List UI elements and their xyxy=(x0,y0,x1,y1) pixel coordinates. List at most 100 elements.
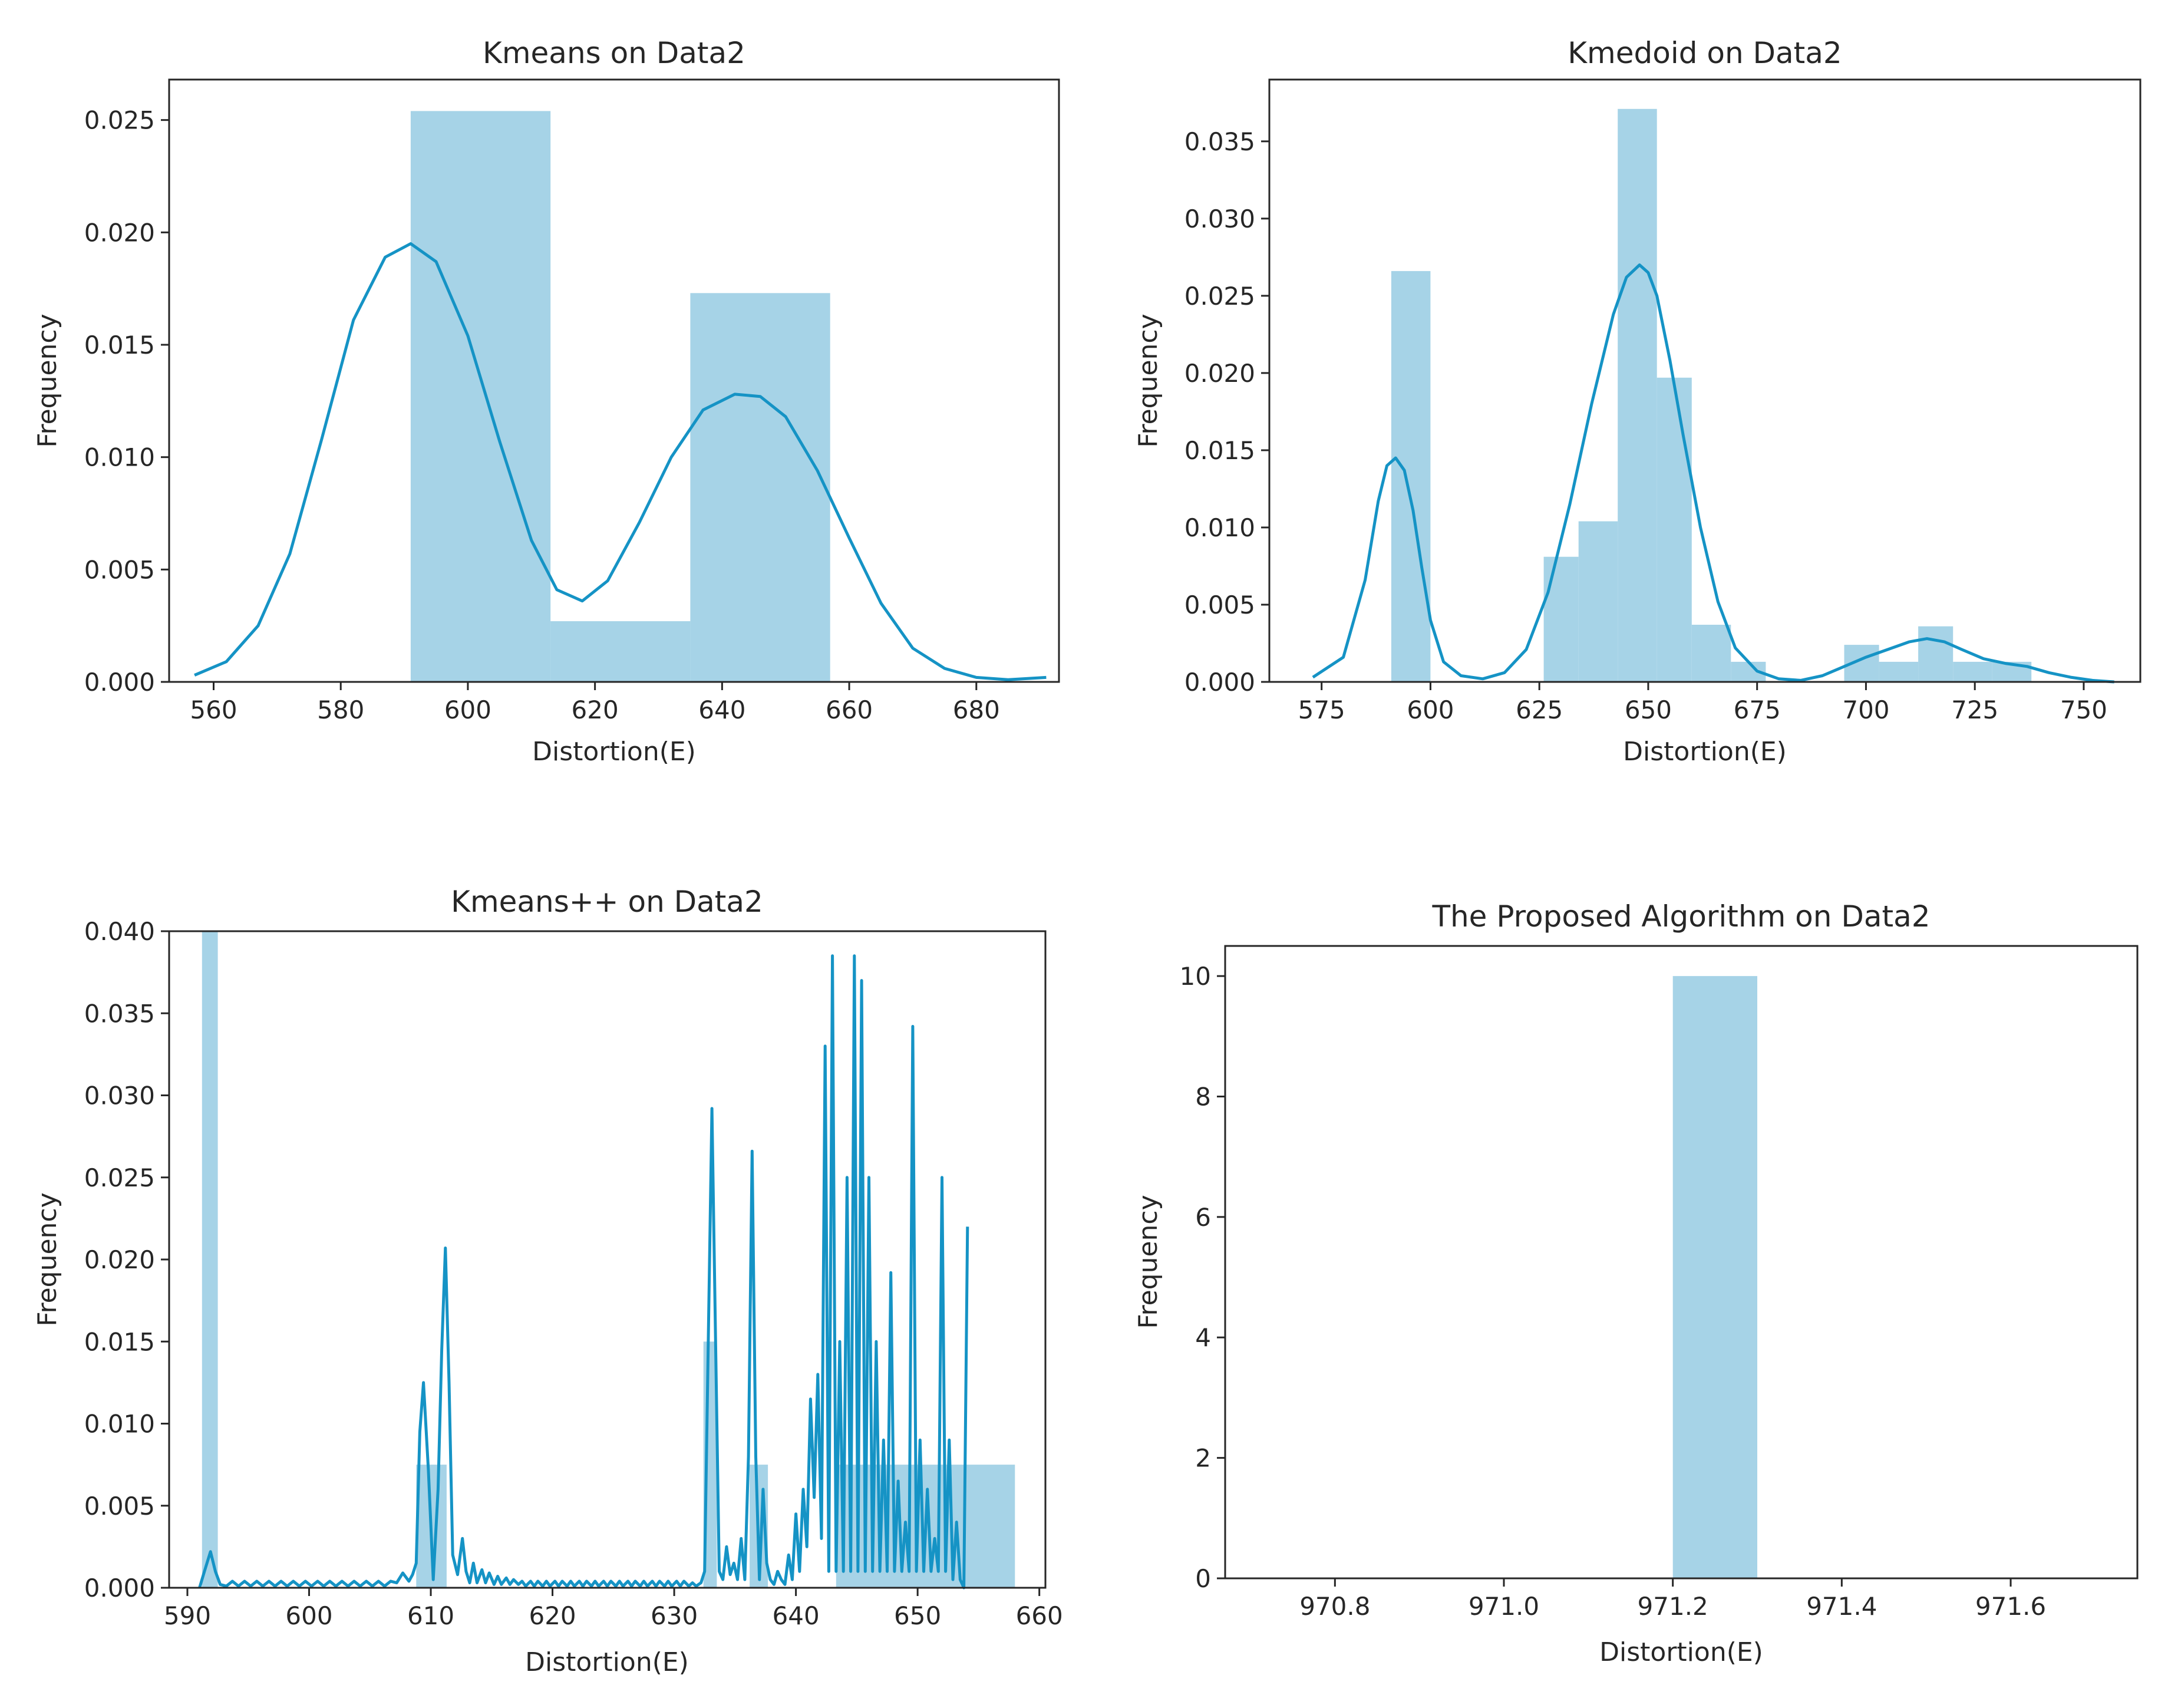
y-tick-label: 0.025 xyxy=(84,1163,155,1192)
x-axis-ticks: 575 600 625 650 675 700 725 750 xyxy=(1298,682,2107,724)
y-tick-label: 0.010 xyxy=(1184,513,1255,542)
y-tick-label: 8 xyxy=(1195,1082,1211,1111)
y-tick-label: 0.035 xyxy=(84,999,155,1028)
y-axis-ticks: 0.000 0.005 0.010 0.015 0.020 0.025 0.030 0.035… xyxy=(84,917,169,1603)
x-tick-label: 725 xyxy=(1951,695,1998,724)
y-tick-label: 0.020 xyxy=(1184,359,1255,388)
y-tick-label: 2 xyxy=(1195,1444,1211,1473)
subplot-kmeans: Kmeans on Data2 560 580 600 620 640 660 680 0.… xyxy=(32,36,1060,767)
x-tick-label: 640 xyxy=(698,695,745,724)
histogram-bar-0 xyxy=(202,931,218,1588)
histogram-bar-1 xyxy=(550,621,691,682)
x-tick-label: 625 xyxy=(1516,695,1563,724)
y-tick-label: 0.010 xyxy=(84,443,155,472)
x-tick-label: 971.2 xyxy=(1638,1592,1708,1621)
x-tick-label: 575 xyxy=(1298,695,1345,724)
x-tick-label: 971.4 xyxy=(1806,1592,1877,1621)
kde-curve-group xyxy=(194,242,1047,681)
x-tick-label: 620 xyxy=(572,695,619,724)
x-tick-label: 700 xyxy=(1842,695,1889,724)
x-axis-label: Distortion(E) xyxy=(1623,737,1787,767)
kde-line xyxy=(198,954,969,1590)
x-tick-label: 970.8 xyxy=(1299,1592,1370,1621)
histogram-bar-3 xyxy=(1618,108,1657,682)
histogram-bars xyxy=(1672,976,1757,1578)
histogram-bar-0 xyxy=(410,111,551,682)
histogram-bars xyxy=(1391,108,2032,682)
subplot-kmeanspp: Kmeans++ on Data2 590 600 610 620 630 640 650 6… xyxy=(32,885,1063,1677)
x-tick-label: 680 xyxy=(953,695,1000,724)
x-tick-label: 660 xyxy=(826,695,873,724)
chart-title: The Proposed Algorithm on Data2 xyxy=(1431,899,1930,934)
y-tick-label: 0.005 xyxy=(84,555,155,584)
y-tick-label: 0.015 xyxy=(84,331,155,360)
x-axis-label: Distortion(E) xyxy=(1599,1637,1763,1667)
histogram-bar-5 xyxy=(981,1465,1015,1588)
x-tick-label: 971.0 xyxy=(1469,1592,1539,1621)
y-tick-label: 0 xyxy=(1195,1564,1211,1593)
x-tick-label: 660 xyxy=(1016,1601,1063,1630)
y-tick-label: 0.040 xyxy=(84,917,155,946)
x-tick-label: 630 xyxy=(651,1601,698,1630)
x-axis-label: Distortion(E) xyxy=(525,1647,689,1677)
y-tick-label: 0.015 xyxy=(1184,436,1255,465)
y-tick-label: 0.025 xyxy=(1184,282,1255,311)
histogram-bar-2 xyxy=(690,293,830,682)
histogram-bar-1 xyxy=(1543,556,1579,682)
histogram-bar-2 xyxy=(1578,521,1618,682)
y-axis-label: Frequency xyxy=(32,1192,62,1326)
kde-line xyxy=(194,242,1047,681)
x-tick-label: 650 xyxy=(894,1601,941,1630)
chart-title: Kmeans++ on Data2 xyxy=(451,885,763,919)
x-tick-label: 640 xyxy=(773,1601,820,1630)
histogram-bar-0 xyxy=(1391,271,1431,682)
y-tick-label: 0.015 xyxy=(84,1327,155,1356)
y-tick-label: 0.020 xyxy=(84,1245,155,1274)
y-tick-label: 0.005 xyxy=(1184,591,1255,619)
histogram-bar-10 xyxy=(1953,661,1992,682)
histogram-bars xyxy=(410,111,830,682)
x-axis-ticks: 970.8 971.0 971.2 971.4 971.6 xyxy=(1299,1578,2046,1621)
x-axis-label: Distortion(E) xyxy=(532,737,696,767)
y-tick-label: 4 xyxy=(1195,1323,1211,1352)
y-tick-label: 0.020 xyxy=(84,218,155,247)
y-axis-ticks: 0.000 0.005 0.010 0.015 0.020 0.025 xyxy=(84,106,169,697)
y-tick-label: 0.035 xyxy=(1184,127,1255,156)
plot-frame xyxy=(1268,78,2141,683)
histogram-bar-4 xyxy=(1657,377,1692,682)
chart-title: Kmeans on Data2 xyxy=(483,36,745,70)
kde-curve-group xyxy=(1312,263,2114,684)
y-axis-label: Frequency xyxy=(1133,1195,1163,1328)
y-tick-label: 0.000 xyxy=(84,1574,155,1603)
x-tick-label: 610 xyxy=(407,1601,454,1630)
x-tick-label: 600 xyxy=(444,695,491,724)
x-tick-label: 675 xyxy=(1734,695,1781,724)
x-tick-label: 590 xyxy=(164,1601,211,1630)
x-tick-label: 600 xyxy=(1407,695,1454,724)
y-tick-label: 10 xyxy=(1180,962,1211,991)
x-tick-label: 620 xyxy=(529,1601,576,1630)
y-axis-ticks: 0 2 4 6 8 10 xyxy=(1180,962,1225,1593)
plot-frame xyxy=(1224,945,2139,1580)
plot-frame xyxy=(168,78,1060,683)
y-tick-label: 0.010 xyxy=(84,1410,155,1439)
y-tick-label: 0.030 xyxy=(1184,205,1255,233)
histogram-bar-8 xyxy=(1879,661,1919,682)
x-axis-ticks: 590 600 610 620 630 640 650 660 xyxy=(164,1588,1063,1630)
x-tick-label: 650 xyxy=(1625,695,1672,724)
histogram-bar-5 xyxy=(1691,625,1731,682)
kde-line xyxy=(1312,263,2114,684)
y-axis-label: Frequency xyxy=(32,314,62,447)
x-tick-label: 971.6 xyxy=(1975,1592,2046,1621)
kde-curve-group xyxy=(198,954,969,1590)
x-tick-label: 560 xyxy=(190,695,237,724)
histogram-bar-9 xyxy=(1918,626,1954,682)
x-tick-label: 580 xyxy=(317,695,364,724)
x-tick-label: 750 xyxy=(2060,695,2107,724)
subplot-kmedoid: Kmedoid on Data2 575 600 625 650 675 700 725 75… xyxy=(1133,36,2141,767)
y-tick-label: 0.005 xyxy=(84,1492,155,1521)
plot-frame xyxy=(168,930,1047,1589)
y-axis-label: Frequency xyxy=(1133,314,1163,447)
histogram-bar-0 xyxy=(1672,976,1757,1578)
chart-title: Kmedoid on Data2 xyxy=(1568,36,1842,70)
